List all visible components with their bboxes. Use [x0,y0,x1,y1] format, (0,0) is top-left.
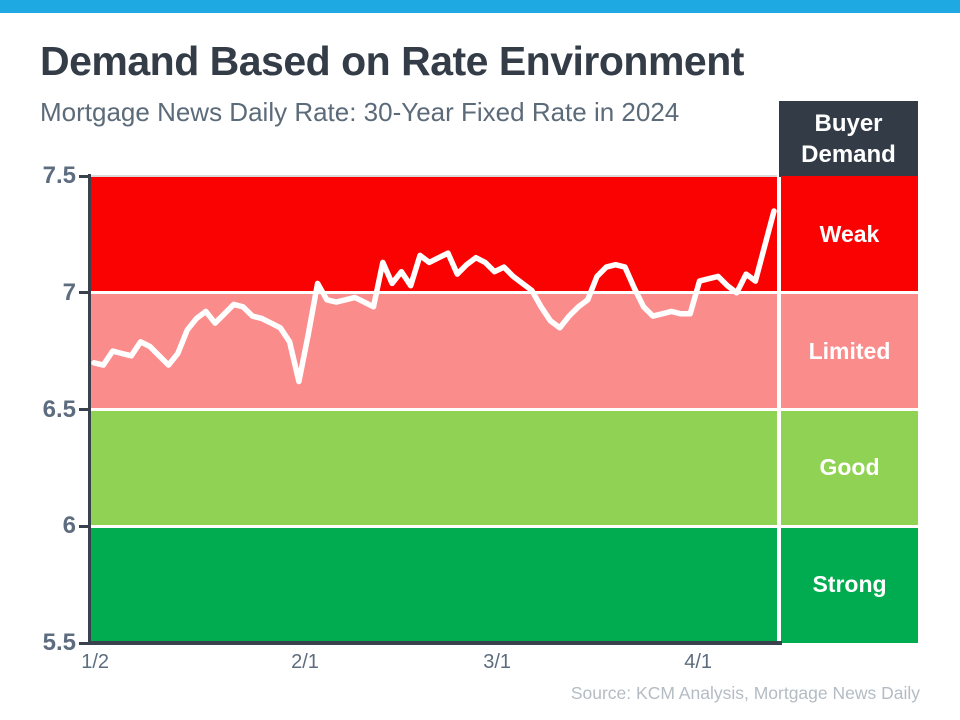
y-tick-label: 5.5 [42,629,76,656]
y-tick [79,291,88,295]
band-divider [91,524,918,528]
source-note: Source: KCM Analysis, Mortgage News Dail… [570,683,920,703]
plot-top-border [88,175,777,177]
x-tick-label: 3/1 [483,651,512,673]
y-tick [79,174,88,178]
x-tick-label: 1/2 [81,651,110,673]
y-tick [79,524,88,528]
x-axis-line [88,641,782,645]
y-tick [79,408,88,411]
legend-band-strong: Strong [781,526,918,643]
y-axis-line [88,174,91,645]
y-tick-label: 6 [62,512,76,540]
band-divider [91,291,918,295]
page-title: Demand Based on Rate Environment [40,38,744,84]
rate-line [91,208,777,385]
y-tick [79,641,88,645]
plot-band-strong [91,526,777,643]
legend-header-label: Buyer Demand [801,110,896,168]
legend-header: Buyer Demand [779,101,918,177]
legend-label: Weak [819,220,880,247]
rate-line-svg [91,208,777,385]
band-divider [91,408,918,411]
legend-band-good: Good [781,409,918,527]
legend-label: Strong [812,571,887,598]
top-accent-bar [0,0,960,13]
y-tick-label: 7.5 [42,162,76,189]
x-tick-label: 2/1 [291,651,319,673]
legend-band-limited: Limited [781,292,918,410]
legend-band-weak: Weak [781,176,918,293]
plot-band-good [91,409,777,527]
y-tick-label: 7 [62,278,76,306]
page-subtitle: Mortgage News Daily Rate: 30-Year Fixed … [40,97,680,127]
plot-band-weak [91,176,777,293]
y-tick-label: 6.5 [42,395,76,423]
legend-label: Limited [808,337,891,364]
legend-label: Good [819,454,880,481]
x-tick-label: 4/1 [684,651,713,673]
